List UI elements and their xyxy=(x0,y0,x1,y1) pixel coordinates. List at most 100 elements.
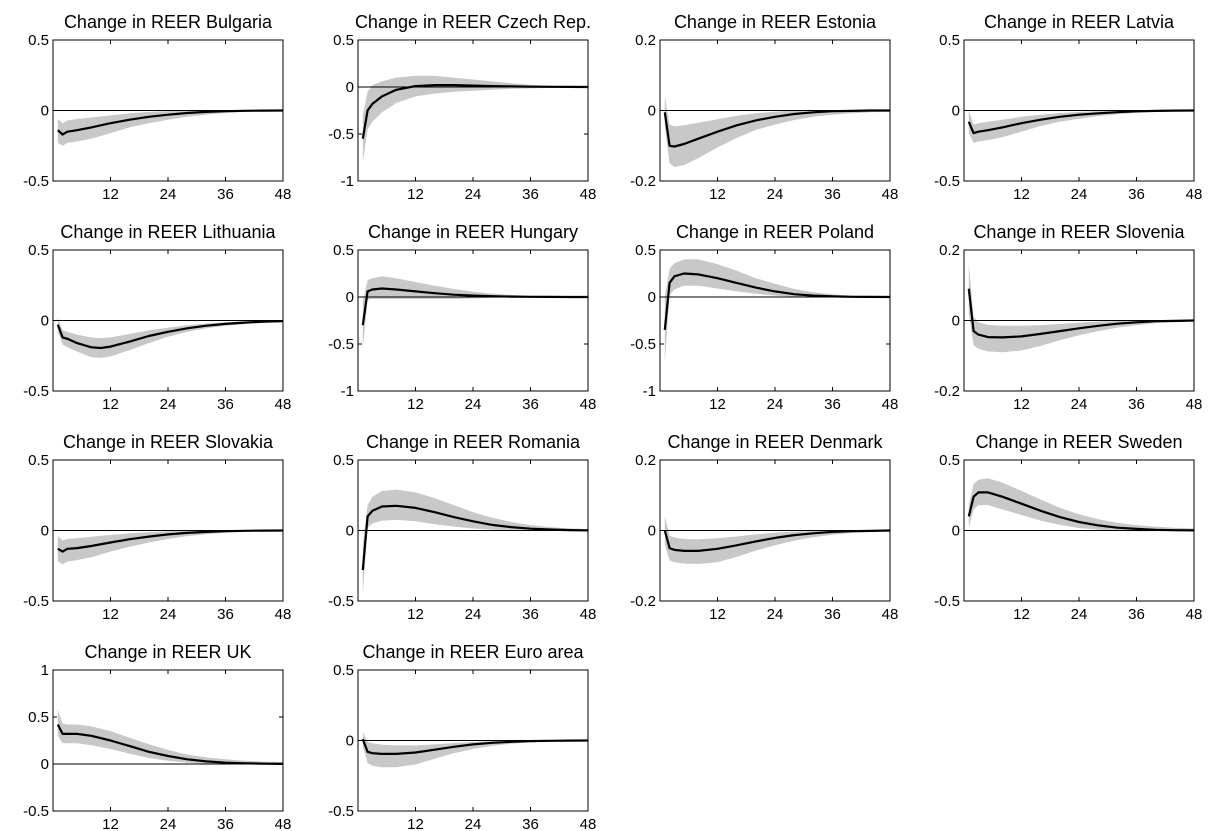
x-tick-label: 36 xyxy=(824,186,841,203)
x-tick-label: 12 xyxy=(709,396,726,413)
y-tick-label: 0 xyxy=(952,523,960,540)
y-tick-label: 0 xyxy=(952,313,960,330)
y-tick-label: -0.5 xyxy=(23,383,49,400)
chart-panel: -0.5 0 0.5 12 24 36 48 Change in REER Euro area xyxy=(328,642,596,831)
y-tick-label: 0 xyxy=(346,289,354,306)
confidence-band xyxy=(362,276,588,349)
chart-panel: -0.2 0 0.2 12 24 36 48 Change in REER Estonia xyxy=(630,12,898,203)
confidence-band xyxy=(664,259,890,363)
y-tick-label: 0.2 xyxy=(939,242,960,259)
response-line xyxy=(967,288,1195,339)
confidence-band xyxy=(57,110,283,146)
y-tick-label: 0.5 xyxy=(333,32,354,49)
chart-panel: -0.5 0 0.5 12 24 36 48 Change in REER Latvia xyxy=(934,12,1202,203)
y-tick-label: -0.5 xyxy=(934,173,960,190)
confidence-band xyxy=(968,478,1194,532)
x-tick-label: 24 xyxy=(465,186,482,203)
y-tick-label: 0 xyxy=(41,523,49,540)
chart-title: Change in REER Slovakia xyxy=(63,432,274,452)
x-tick-label: 48 xyxy=(1186,396,1203,413)
x-tick-label: 36 xyxy=(824,396,841,413)
confidence-band xyxy=(362,732,588,768)
chart-panel: -1 -0.5 0 0.5 12 24 36 48 Change in REER Hungary xyxy=(328,222,596,413)
response-line xyxy=(57,529,284,553)
x-tick-label: 48 xyxy=(275,816,292,831)
y-tick-label: 0.5 xyxy=(28,452,49,469)
x-tick-label: 24 xyxy=(1071,186,1088,203)
x-tick-label: 12 xyxy=(709,606,726,623)
x-tick-label: 48 xyxy=(882,606,899,623)
y-tick-label: -0.5 xyxy=(630,336,656,353)
x-tick-label: 48 xyxy=(580,816,597,831)
y-tick-label: -0.5 xyxy=(328,336,354,353)
confidence-band xyxy=(57,530,283,565)
response-line xyxy=(361,83,589,139)
y-tick-label: -0.5 xyxy=(328,593,354,610)
x-tick-label: 12 xyxy=(102,816,119,831)
y-tick-label: 0 xyxy=(346,733,354,750)
chart-panel: -0.5 0 0.5 12 24 36 48 Change in REER Bulgaria xyxy=(23,12,291,203)
x-tick-label: 48 xyxy=(1186,186,1203,203)
y-tick-label: 0 xyxy=(41,103,49,120)
y-tick-label: 0 xyxy=(41,756,49,773)
response-line xyxy=(361,287,588,326)
y-tick-label: 0 xyxy=(346,79,354,96)
y-tick-label: -0.5 xyxy=(328,803,354,820)
chart-title: Change in REER Estonia xyxy=(674,12,877,32)
confidence-band xyxy=(362,75,588,163)
y-tick-label: -0.2 xyxy=(630,173,656,190)
y-tick-label: 0 xyxy=(648,523,656,540)
chart-panel: -0.2 0 0.2 12 24 36 48 Change in REER Denmark xyxy=(630,432,898,623)
x-tick-label: 12 xyxy=(407,396,424,413)
chart-panel: -1 -0.5 0 0.5 12 24 36 48 Change in REER Poland xyxy=(630,222,898,413)
response-line xyxy=(663,529,891,553)
response-line xyxy=(967,109,1195,135)
x-tick-label: 12 xyxy=(407,606,424,623)
response-line xyxy=(56,723,284,765)
x-tick-label: 36 xyxy=(1128,606,1145,623)
x-tick-label: 36 xyxy=(217,816,234,831)
y-tick-label: -0.5 xyxy=(23,803,49,820)
plot-frame xyxy=(357,249,589,392)
x-tick-label: 24 xyxy=(767,396,784,413)
x-tick-label: 24 xyxy=(465,606,482,623)
y-tick-label: -0.5 xyxy=(23,173,49,190)
confidence-band xyxy=(57,709,283,765)
x-tick-label: 48 xyxy=(1186,606,1203,623)
x-tick-label: 36 xyxy=(522,186,539,203)
chart-title: Change in REER Romania xyxy=(366,432,581,452)
chart-title: Change in REER Poland xyxy=(676,222,874,242)
y-tick-label: 0.5 xyxy=(333,242,354,259)
x-tick-label: 48 xyxy=(275,606,292,623)
y-tick-label: 0.5 xyxy=(28,242,49,259)
chart-title: Change in REER Denmark xyxy=(667,432,883,452)
y-tick-label: 0 xyxy=(346,523,354,540)
x-tick-label: 12 xyxy=(102,186,119,203)
y-tick-label: 0.5 xyxy=(333,662,354,679)
x-tick-label: 12 xyxy=(1013,606,1030,623)
x-tick-label: 48 xyxy=(882,396,899,413)
y-tick-label: -0.5 xyxy=(934,593,960,610)
x-tick-label: 48 xyxy=(882,186,899,203)
chart-title: Change in REER Slovenia xyxy=(973,222,1185,242)
x-tick-label: 24 xyxy=(1071,606,1088,623)
chart-title: Change in REER Hungary xyxy=(368,222,578,242)
y-tick-label: 0.5 xyxy=(635,242,656,259)
chart-panel: -0.5 0 0.5 12 24 36 48 Change in REER Sweden xyxy=(934,432,1202,623)
x-tick-label: 36 xyxy=(522,606,539,623)
x-tick-label: 48 xyxy=(580,606,597,623)
confidence-band xyxy=(57,317,283,358)
x-tick-label: 12 xyxy=(709,186,726,203)
x-tick-label: 24 xyxy=(160,816,177,831)
chart-panel: -0.5 0 0.5 12 24 36 48 Change in REER Romania xyxy=(328,432,596,623)
y-tick-label: 0.2 xyxy=(635,32,656,49)
x-tick-label: 48 xyxy=(580,186,597,203)
chart-panel: -0.2 0 0.2 12 24 36 48 Change in REER Slovenia xyxy=(934,222,1202,413)
chart-panel: -0.5 0 0.5 1 12 24 36 48 Change in REER UK xyxy=(23,642,291,831)
chart-title: Change in REER Sweden xyxy=(975,432,1182,452)
chart-title: Change in REER UK xyxy=(84,642,251,662)
x-tick-label: 48 xyxy=(275,186,292,203)
y-tick-label: 0 xyxy=(952,103,960,120)
x-tick-label: 36 xyxy=(217,186,234,203)
